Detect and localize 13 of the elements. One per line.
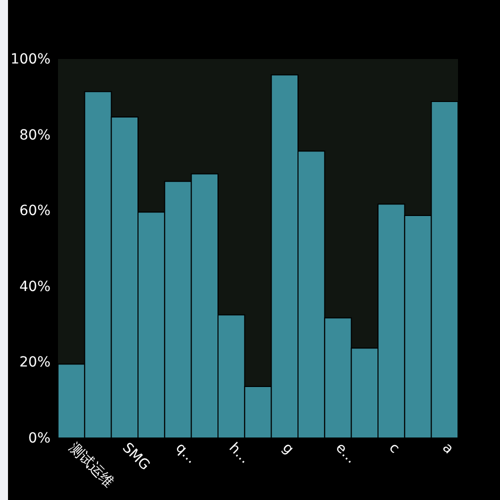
x-tick-label: 测试运维 bbox=[66, 440, 117, 491]
y-tick-label: 0% bbox=[28, 430, 50, 446]
y-tick-label: 100% bbox=[10, 52, 50, 68]
y-tick-label: 20% bbox=[19, 354, 50, 371]
y-tick-label: 40% bbox=[19, 278, 50, 295]
y-tick-label: 80% bbox=[19, 127, 50, 144]
x-tick-label: c bbox=[386, 440, 402, 457]
x-tick-label: a bbox=[439, 440, 456, 458]
x-tick-label: q... bbox=[172, 440, 200, 467]
x-tick-label: h... bbox=[226, 440, 253, 467]
y-tick-label: 60% bbox=[19, 203, 50, 220]
x-tick-label: e... bbox=[332, 440, 360, 467]
x-tick-label: g bbox=[279, 440, 297, 458]
